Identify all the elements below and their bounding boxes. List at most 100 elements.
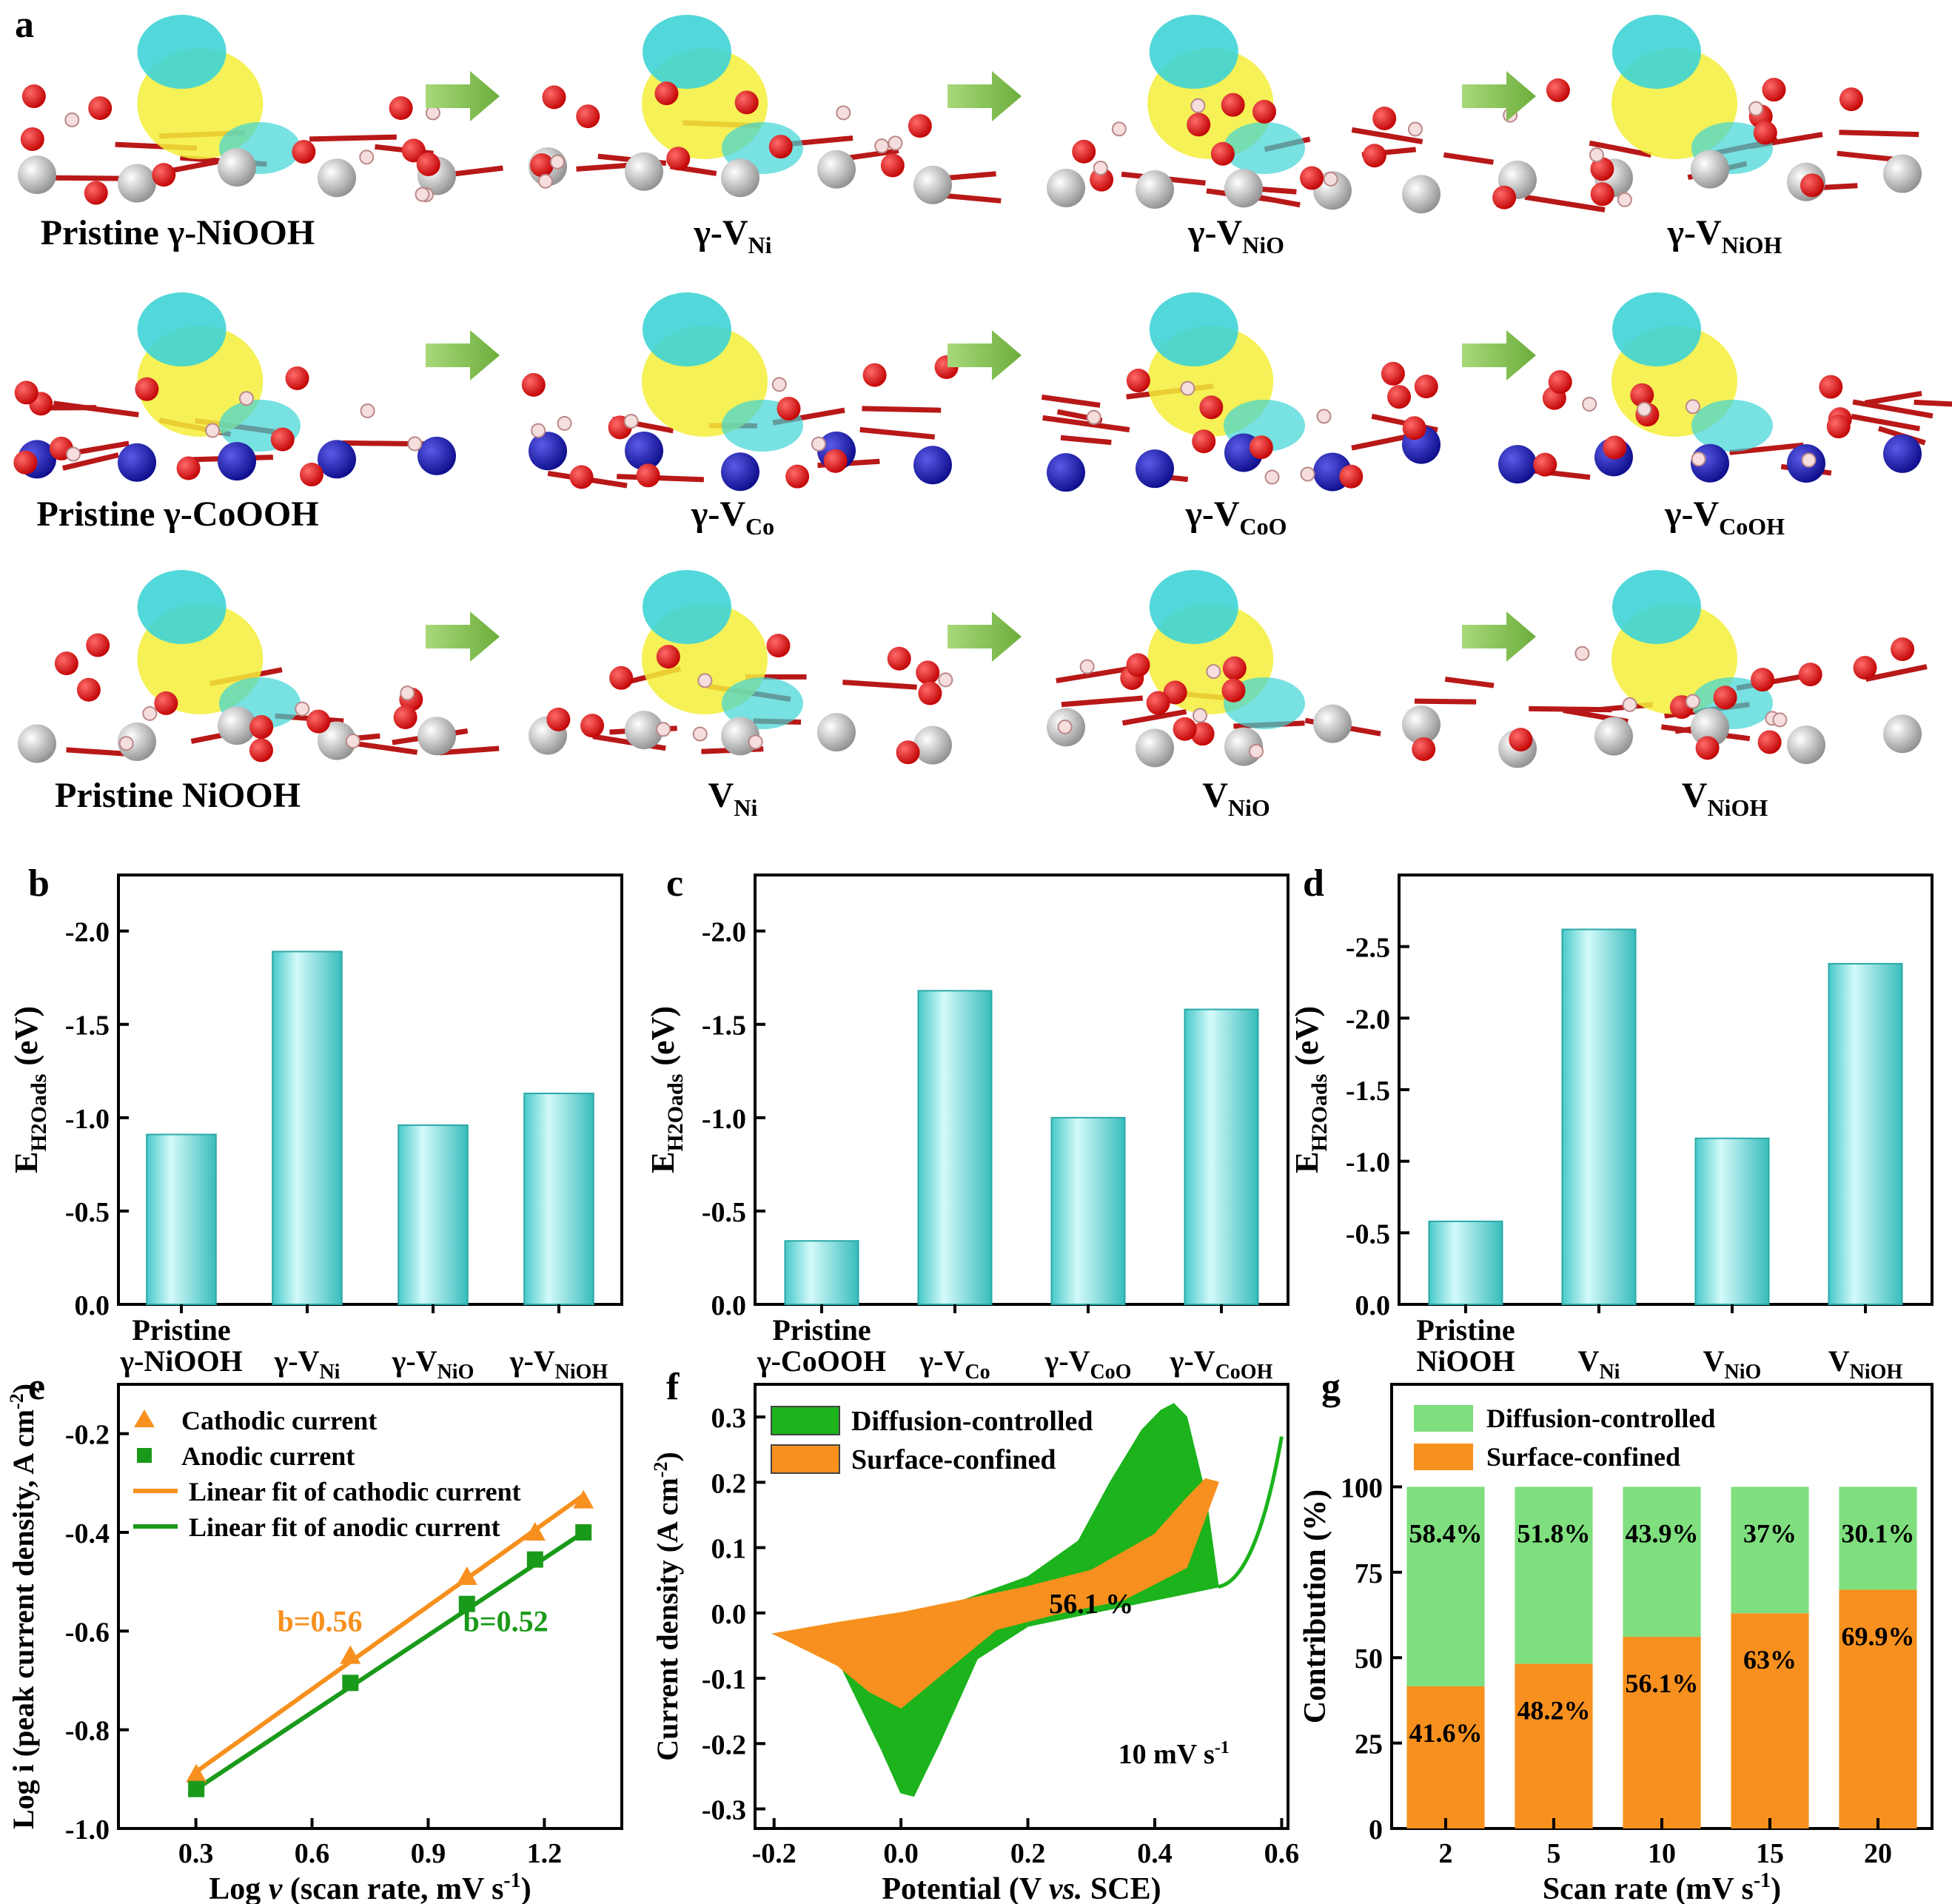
bond: [617, 474, 705, 483]
arrow-2-2: [948, 330, 1022, 381]
hydrogen-atom: [1180, 381, 1195, 396]
x-axis-label: Log v (scan rate, mV s-1): [209, 1869, 531, 1904]
panel-letter-d: d: [1303, 862, 1324, 905]
legend-label: Linear fit of anodic current: [189, 1512, 500, 1542]
bar-label-surface: 56.1%: [1626, 1669, 1699, 1698]
y-tick-label: 50: [1355, 1643, 1383, 1675]
x-tick-label: 0.6: [295, 1838, 330, 1869]
hydrogen-atom: [1264, 469, 1280, 485]
x-tick-label: VNiOH: [1828, 1344, 1903, 1384]
hydrogen-atom: [557, 415, 572, 431]
structure-label: Pristine γ-CoOOH: [36, 495, 318, 534]
structure-label: γ-VCo: [691, 495, 774, 540]
x-tick-label: 0.0: [883, 1838, 919, 1869]
y-tick-label: 0.0: [75, 1290, 110, 1321]
x-tick-label: 5: [1547, 1838, 1561, 1869]
hydrogen-atom: [66, 446, 81, 462]
y-axis-label: Current density (A cm-2): [650, 1452, 684, 1761]
bar-label-surface: 69.9%: [1842, 1621, 1915, 1651]
legend-swatch: [1414, 1405, 1473, 1432]
y-tick-label: -0.4: [65, 1518, 110, 1549]
metal-atom: [1691, 708, 1729, 747]
metal-atom: [721, 452, 759, 492]
hydrogen-atom: [1685, 694, 1700, 709]
oxygen-atom: [1819, 375, 1843, 399]
oxygen-atom: [1492, 185, 1517, 209]
oxygen-atom: [1695, 736, 1720, 760]
structure-2-2: [521, 292, 959, 492]
bond: [1589, 140, 1652, 158]
structure-1-4: [1492, 15, 1922, 212]
hydrogen-atom: [1193, 708, 1208, 723]
y-tick-label: 0.0: [711, 1290, 747, 1321]
structure-label: γ-VCoOH: [1664, 495, 1785, 540]
density-cyan: [137, 570, 227, 644]
bond: [1839, 130, 1919, 138]
bond: [1351, 434, 1407, 451]
hydrogen-atom: [64, 112, 80, 127]
oxygen-atom: [54, 651, 78, 676]
oxygen-atom: [916, 660, 940, 685]
oxygen-atom: [896, 740, 920, 765]
oxygen-atom: [1590, 157, 1614, 181]
oxygen-atom: [908, 114, 932, 138]
hydrogen-atom: [1057, 719, 1073, 734]
bond: [1060, 435, 1112, 446]
bond: [62, 452, 119, 471]
oxygen-atom: [569, 465, 594, 489]
hydrogen-atom: [1772, 712, 1788, 728]
metal-atom: [1594, 717, 1633, 756]
arrow-2-1: [426, 330, 500, 381]
panel-letter-g: g: [1321, 1366, 1341, 1408]
chart-g: 41.6% 58.4% 2 48.2% 51.8% 5 56.1% 43.9% 10 63% 37%…: [1298, 1383, 1933, 1904]
density-cyan: [643, 570, 731, 644]
bar-diffusion-controlled: [1406, 1486, 1485, 1686]
cathodic-point: [524, 1522, 546, 1541]
density-cyan: [1224, 122, 1305, 174]
metal-atom: [817, 150, 856, 189]
fit-line: [195, 1530, 585, 1791]
oxygen-atom: [785, 464, 810, 489]
hydrogen-atom: [623, 414, 639, 429]
structure-2-1: [13, 292, 456, 487]
y-tick-label: 0.0: [711, 1599, 747, 1630]
legend-label: Diffusion-controlled: [1486, 1404, 1715, 1433]
structure-2-4: [1498, 292, 1952, 484]
metal-atom: [1883, 434, 1922, 473]
hydrogen-atom: [874, 138, 890, 154]
anodic-point: [458, 1595, 475, 1612]
y-tick-label: 100: [1341, 1472, 1383, 1504]
bar: [1694, 1137, 1770, 1305]
x-tick-label: 20: [1864, 1838, 1892, 1869]
oxygen-atom: [1630, 383, 1654, 407]
bar-label-diffusion: 30.1%: [1842, 1518, 1915, 1548]
oxygen-atom: [249, 715, 274, 740]
metal-atom: [913, 725, 952, 765]
oxygen-atom: [1891, 637, 1915, 661]
bar-diffusion-controlled: [1623, 1486, 1701, 1637]
y-axis-label: EH2Oads (eV): [1289, 1006, 1332, 1173]
legend-swatch: [771, 1444, 840, 1474]
structure-3-2: [529, 570, 953, 765]
structure-3-3: [1047, 570, 1495, 768]
metal-atom: [318, 721, 356, 760]
oxygen-atom: [1798, 663, 1822, 687]
hydrogen-atom: [811, 436, 826, 452]
hydrogen-atom: [1111, 121, 1127, 137]
oxygen-atom: [576, 104, 600, 129]
bond: [1041, 394, 1101, 408]
arrow-3-2: [948, 611, 1022, 662]
oxygen-atom: [1412, 737, 1436, 761]
y-tick-label: -0.5: [1346, 1219, 1390, 1250]
hydrogen-atom: [1093, 161, 1108, 176]
metal-atom: [18, 155, 56, 195]
bar-label-surface: 48.2%: [1517, 1696, 1591, 1726]
oxygen-atom: [656, 645, 680, 669]
oxygen-atom: [88, 96, 113, 121]
legend-label: Cathodic current: [181, 1406, 377, 1435]
oxygen-atom: [1163, 680, 1187, 705]
oxygen-atom: [1090, 167, 1114, 192]
metal-atom: [1047, 453, 1085, 492]
